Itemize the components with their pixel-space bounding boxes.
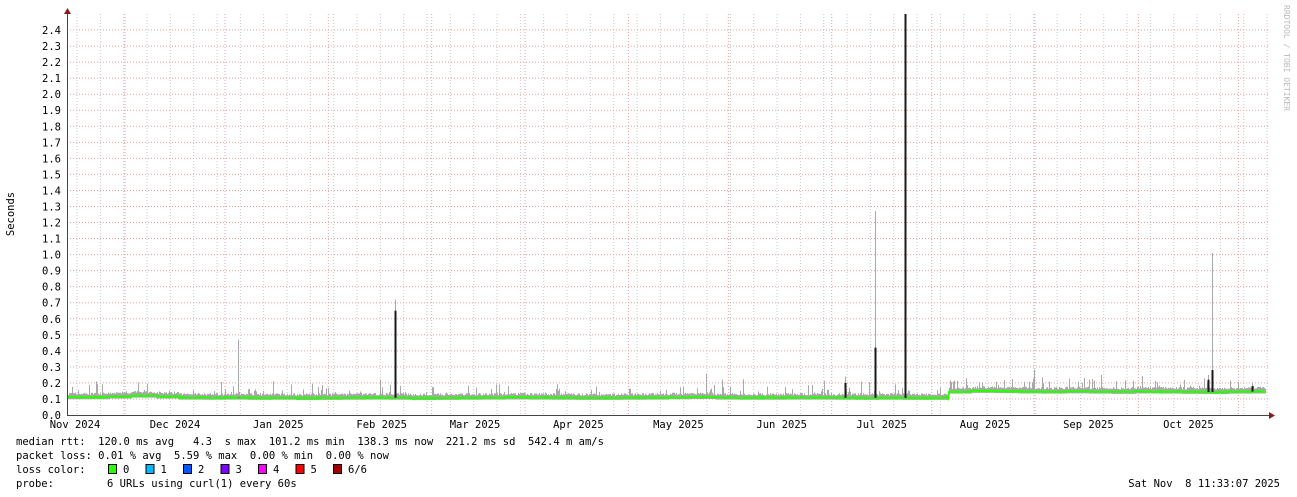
y-tick-label: 1.8 [42,121,61,133]
y-tick-label: 0.7 [42,298,61,310]
loss-color-label: 1 [161,464,167,476]
loss-color-label: 0 [123,464,129,476]
x-tick-label: Mar 2025 [450,419,501,431]
y-tick-label: 1.3 [42,201,61,213]
x-tick-label: Sep 2025 [1063,419,1114,431]
x-tick-label: May 2025 [653,419,704,431]
y-tick-labels: 0.0 0.1 0.2 0.3 0.4 0.5 0.6 0.7 0.8 0.9 1.0 1.1 1.2 1… [42,25,61,422]
loss-color-swatch [333,464,342,474]
spike-layer [237,14,1254,398]
packet-loss-stats: packet loss: 0.01 % avg 5.59 % max 0.00 … [16,450,390,462]
y-axis-label: Seconds [5,192,17,236]
y-tick-label: 1.5 [42,169,61,181]
y-tick-label: 2.0 [42,89,61,101]
loss-color-label: 6/6 [348,464,367,476]
smoke-layer [68,369,1266,401]
y-tick-label: 2.3 [42,41,61,53]
median-rtt-line [67,388,1266,401]
x-tick-label: Jun 2025 [756,419,807,431]
y-tick-label: 0.6 [42,314,61,326]
y-tick-label: 0.5 [42,330,61,342]
y-tick-label: 0.0 [42,410,61,422]
x-tick-label: Jan 2025 [253,419,304,431]
loss-color-label: 3 [236,464,242,476]
y-tick-label: 1.9 [42,105,61,117]
probe-label: probe: [16,478,54,490]
x-tick-label: Feb 2025 [356,419,407,431]
y-axis-arrow-icon [64,8,71,14]
loss-color-label: 2 [198,464,204,476]
y-tick-label: 0.2 [42,378,61,390]
y-tick-label: 1.1 [42,234,61,246]
x-tick-label: Nov 2024 [50,419,101,431]
loss-color-label: 4 [273,464,279,476]
y-tick-label: 1.0 [42,250,61,262]
y-tick-label: 1.4 [42,185,61,197]
x-tick-label: Apr 2025 [553,419,604,431]
y-tick-label: 1.2 [42,218,61,230]
median-layer [67,388,1266,401]
y-tick-label: 2.4 [42,25,61,37]
x-tick-label: Dec 2024 [150,419,201,431]
loss-color-swatch [295,464,305,474]
y-tick-label: 2.2 [42,57,61,69]
y-tick-label: 0.1 [42,394,61,406]
loss-color-swatch [183,464,192,474]
loss-color-swatch [258,464,267,474]
x-tick-label: Oct 2025 [1163,419,1214,431]
timestamp: Sat Nov 8 11:33:07 2025 [1128,478,1280,490]
y-tick-label: 0.4 [42,346,61,358]
y-tick-label: 0.3 [42,362,61,374]
x-tick-label: Jul 2025 [856,419,907,431]
y-tick-label: 0.9 [42,266,61,278]
y-tick-label: 0.8 [42,282,61,294]
y-tick-label: 1.6 [42,153,61,165]
probe-value: 6 URLs using curl(1) every 60s [107,478,297,490]
smoke-band [68,369,1266,401]
loss-color-swatch [220,464,230,474]
x-tick-label: Aug 2025 [960,419,1011,431]
x-axis-arrow-icon [1269,412,1275,419]
axes [64,8,1275,419]
rrdtool-watermark: RRDTOOL / TOBI OETIKER [1282,5,1291,111]
loss-color-label: loss color: [16,464,86,476]
median-rtt-stats: median rtt: 120.0 ms avg 4.3 s max 101.2… [16,436,604,448]
grid [67,14,1270,415]
y-tick-label: 1.7 [42,137,61,149]
loss-color-label: 5 [311,464,317,476]
y-tick-label: 2.1 [42,73,61,85]
loss-color-swatch [145,464,155,474]
x-tick-labels: Nov 2024 Dec 2024 Jan 2025 Feb 2025 Mar 2025… [50,419,1214,431]
loss-color-legend: 0 1 2 3 4 5 6/6 [108,464,367,476]
loss-color-swatch [108,464,117,474]
